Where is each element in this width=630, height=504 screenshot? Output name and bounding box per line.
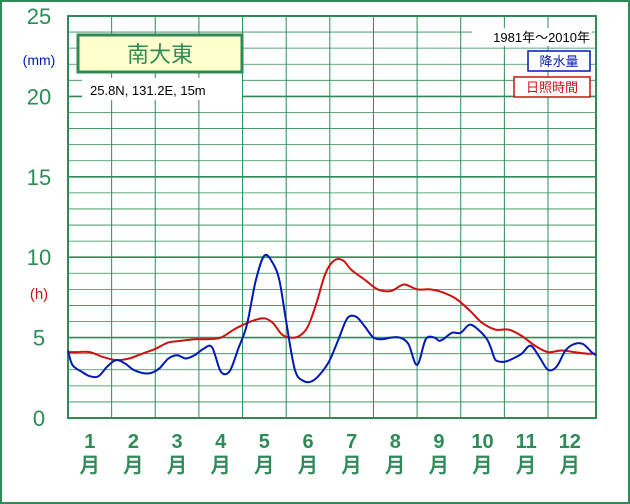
left-unit-label: (mm): [23, 52, 56, 68]
month-number: 10: [471, 431, 493, 453]
legend-precip-box: [527, 50, 591, 72]
month-suffix: 月: [166, 455, 187, 477]
legend-sunshine-label: 日照時間: [526, 81, 578, 96]
month-suffix: 月: [253, 455, 274, 477]
y-tick-label: 0: [33, 406, 45, 431]
y-tick-label: 25: [27, 4, 51, 29]
right-unit-label: (h): [30, 286, 48, 303]
legend-precip-label: 降水量: [539, 55, 578, 70]
sunshine-line: [67, 258, 597, 362]
month-number: 9: [433, 431, 444, 453]
month-number: 5: [259, 431, 270, 453]
month-suffix: 月: [210, 455, 231, 477]
y-tick-label: 15: [27, 165, 51, 190]
month-number: 8: [390, 431, 401, 453]
month-number: 2: [128, 431, 139, 453]
y-tick-label: 10: [27, 245, 51, 270]
month-suffix: 月: [79, 455, 100, 477]
legend-sunshine-box: [513, 76, 591, 98]
period-bg: [472, 28, 592, 46]
month-suffix: 月: [384, 455, 405, 477]
station-name: 南大東: [127, 43, 193, 68]
month-number: 6: [302, 431, 313, 453]
period-label: 1981年〜2010年: [493, 30, 590, 45]
month-number: 3: [172, 431, 183, 453]
month-suffix: 月: [122, 455, 143, 477]
month-suffix: 月: [341, 455, 362, 477]
month-number: 1: [84, 431, 95, 453]
month-number: 4: [215, 431, 227, 453]
month-suffix: 月: [515, 455, 536, 477]
month-suffix: 月: [297, 455, 318, 477]
y-tick-label: 20: [27, 84, 51, 109]
precipitation-line: [67, 253, 597, 384]
month-number: 12: [559, 431, 581, 453]
month-suffix: 月: [428, 455, 449, 477]
series-lines: [67, 253, 597, 384]
minor-gridlines: [68, 31, 596, 403]
location-bg: [82, 78, 242, 100]
station-name-box: [76, 33, 244, 74]
y-tick-labels: 0 5 10 15 20 25: [27, 4, 51, 431]
month-suffix: 月: [472, 455, 493, 477]
month-suffix: 月: [559, 455, 580, 477]
month-number: 7: [346, 431, 357, 453]
month-number: 11: [516, 431, 537, 453]
location-label: 25.8N, 131.2E, 15m: [90, 83, 206, 98]
y-tick-label: 5: [33, 326, 45, 351]
